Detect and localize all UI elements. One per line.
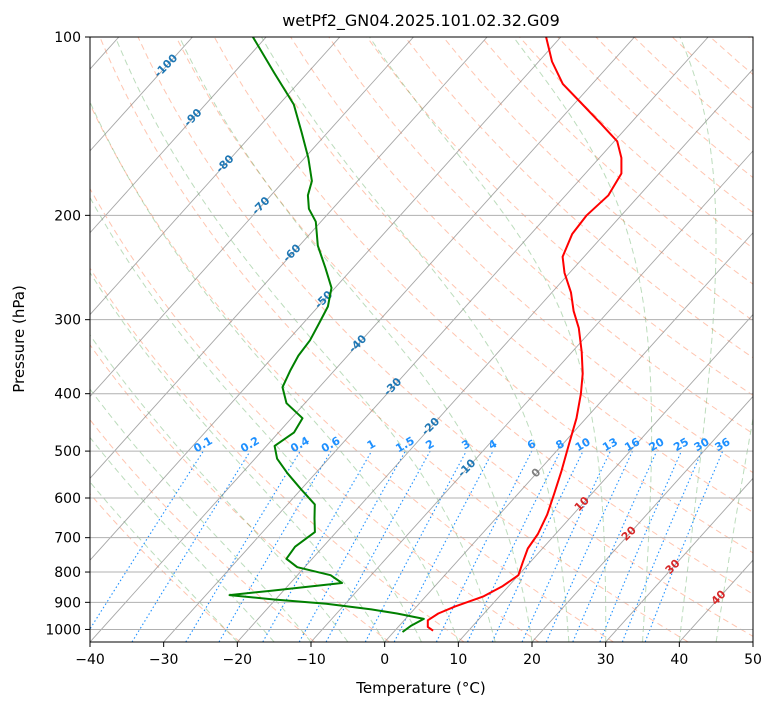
isotherm-line xyxy=(90,37,267,234)
isotherm-line xyxy=(163,37,709,642)
y-tick-label: 200 xyxy=(54,208,81,224)
sounding-profiles xyxy=(228,37,623,633)
y-tick-label: 300 xyxy=(54,313,81,329)
mixing-ratio-labels: 0.1 0.2 0.4 0.6 1 1.5 2 3 4 6 8 10 13 16 20 25 30 36 xyxy=(191,434,732,455)
x-tick-label: 10 xyxy=(449,652,467,668)
mixing-ratio-line xyxy=(435,450,533,642)
y-tick-label: 700 xyxy=(54,531,81,547)
y-tick-label: 600 xyxy=(54,491,81,507)
dry-adiabat-line xyxy=(328,37,753,435)
y-axis-title: Pressure (hPa) xyxy=(10,285,28,393)
isotherm-line xyxy=(90,37,635,642)
dry-adiabat-line xyxy=(90,418,316,642)
dry-adiabat-line xyxy=(175,37,753,595)
x-axis: −40 −30 −20 −10 0 10 20 30 40 50 xyxy=(75,642,762,668)
y-tick-label: 100 xyxy=(54,30,81,46)
mixing-ratio-line xyxy=(298,450,406,642)
dry-adiabat-line xyxy=(90,187,540,642)
dry-adiabat-line xyxy=(442,37,753,322)
x-tick-label: −10 xyxy=(296,652,326,668)
plot-frame xyxy=(89,36,754,643)
y-tick-label: 400 xyxy=(54,387,81,403)
mixing-ratio-line xyxy=(545,450,633,642)
mixing-ratio-line xyxy=(621,450,703,642)
y-tick-label: 800 xyxy=(54,565,81,581)
moist-adiabat-line xyxy=(178,37,533,642)
isotherm-line xyxy=(90,37,341,316)
y-tick-label: 500 xyxy=(54,444,81,460)
x-tick-label: −30 xyxy=(149,652,179,668)
dry-adiabat-line xyxy=(90,103,614,642)
dry-adiabat-line xyxy=(99,37,689,642)
mixing-ratio-line xyxy=(644,450,724,642)
x-tick-label: −40 xyxy=(75,652,105,668)
mixing-ratio-line xyxy=(364,450,467,642)
dry-adiabat-line xyxy=(366,37,753,396)
isotherm-line xyxy=(605,477,753,642)
moist-adiabat-line xyxy=(512,37,653,642)
x-tick-label: 40 xyxy=(670,652,688,668)
moist-adiabat-line xyxy=(90,481,238,642)
x-tick-label: 50 xyxy=(744,652,762,668)
dewpoint-profile-line xyxy=(228,37,425,633)
y-axis: 100 200 300 400 500 600 700 800 900 1000 xyxy=(45,30,90,638)
chart-title: wetPf2_GN04.2025.101.02.32.G09 xyxy=(282,11,560,31)
temperature-profile-line xyxy=(426,37,623,632)
y-tick-label: 900 xyxy=(54,595,81,611)
isotherm-line xyxy=(90,37,488,479)
isotherm-line xyxy=(90,37,193,152)
moist-adiabat-line xyxy=(715,415,753,642)
background-lines xyxy=(90,37,753,642)
isotherm-line xyxy=(236,68,753,642)
moist-adiabat-line xyxy=(90,100,459,642)
x-tick-label: 0 xyxy=(380,652,389,668)
mixing-ratio-line xyxy=(599,450,682,642)
x-tick-label: 30 xyxy=(597,652,615,668)
isotherm-line xyxy=(310,150,753,642)
dry-adiabat-line xyxy=(251,37,753,513)
x-axis-title: Temperature (°C) xyxy=(355,679,485,697)
x-tick-label: −20 xyxy=(223,652,253,668)
isotherm-line xyxy=(90,37,414,398)
moist-adiabat-line xyxy=(678,37,717,642)
moist-adiabat-line xyxy=(90,271,386,642)
dry-adiabat-line xyxy=(213,37,753,554)
isotherm-line xyxy=(457,313,753,642)
moist-adiabat-line xyxy=(90,436,275,642)
mixing-ratio-line xyxy=(572,450,658,642)
dry-adiabat-line xyxy=(404,37,753,359)
isotherm-line xyxy=(90,37,562,561)
mixing-ratio-line xyxy=(90,450,204,630)
isotherm-line xyxy=(531,395,753,642)
mixing-ratio-line xyxy=(325,450,431,642)
y-tick-label: 1000 xyxy=(45,622,81,638)
x-tick-label: 20 xyxy=(523,652,541,668)
moist-adiabat-line xyxy=(114,37,496,642)
moist-adiabat-line xyxy=(369,37,607,642)
dry-adiabat-line xyxy=(290,37,753,474)
dry-adiabat-line xyxy=(90,493,241,642)
moist-adiabat-line xyxy=(261,37,570,642)
isotherm-line xyxy=(384,232,753,642)
dry-adiabat-line xyxy=(90,267,465,642)
moist-adiabat-line xyxy=(90,334,349,642)
